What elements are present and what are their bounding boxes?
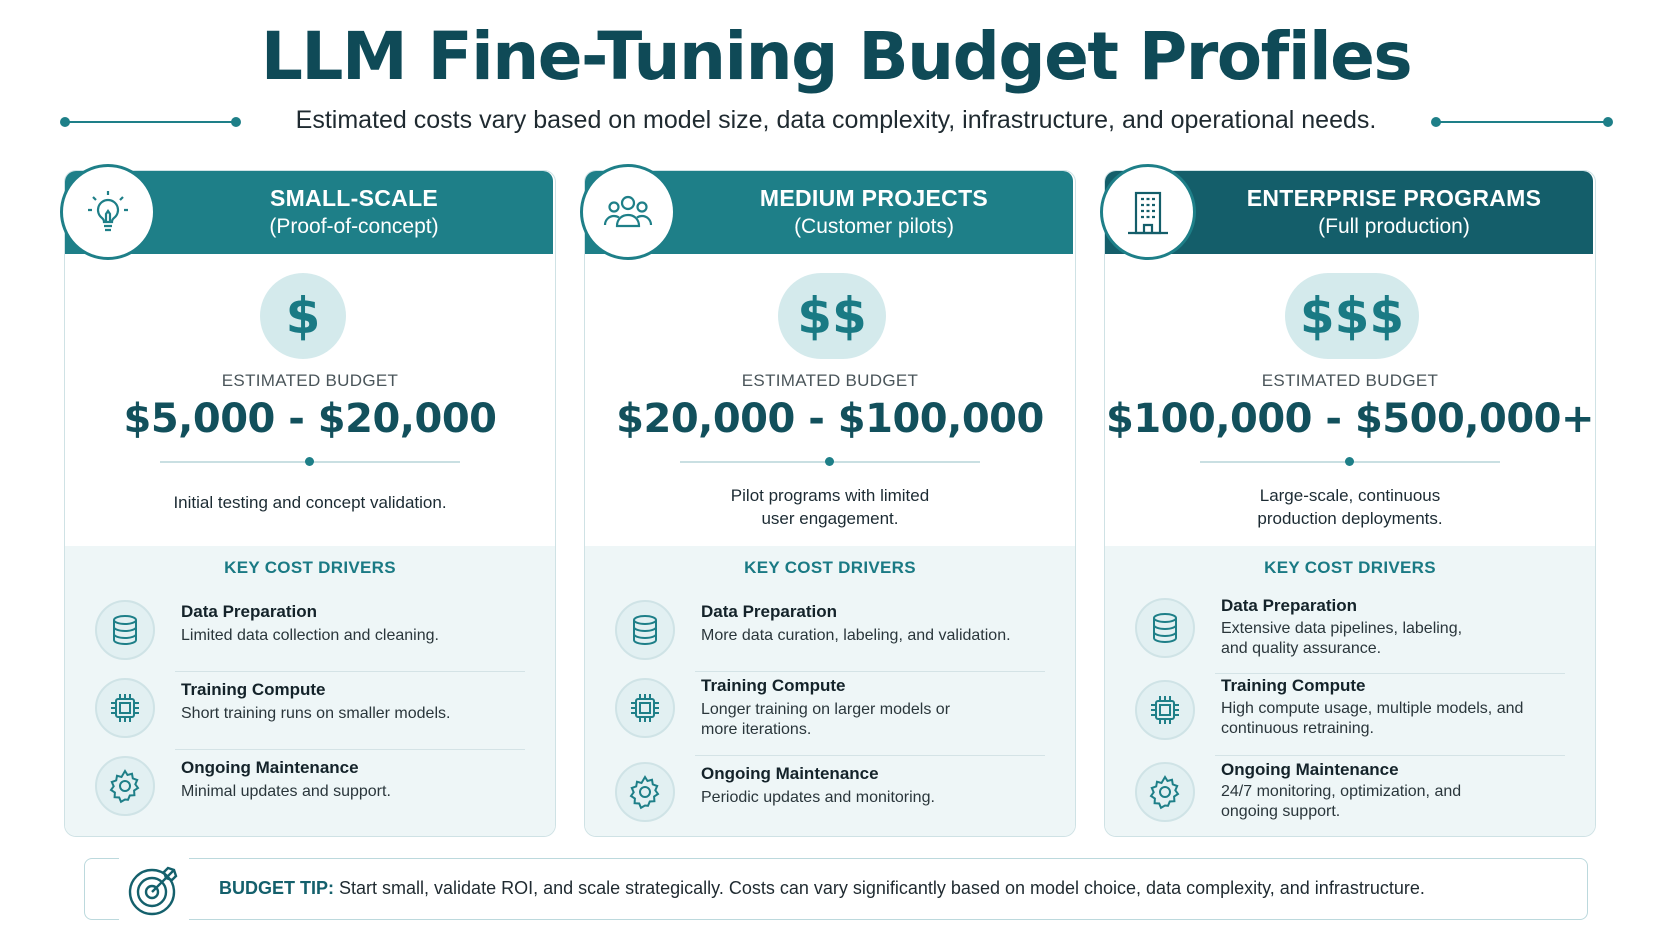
separator xyxy=(695,755,1045,756)
budget-label: ESTIMATED BUDGET xyxy=(1261,371,1439,390)
driver-name: Data Preparation xyxy=(701,602,838,621)
card-subtitle: (Full production) xyxy=(1318,215,1470,238)
driver-name: Data Preparation xyxy=(1221,596,1358,615)
cpu-chip-icon xyxy=(1135,680,1195,740)
subtitle-row: Estimated costs vary based on model size… xyxy=(0,106,1672,136)
drivers-title: KEY COST DRIVERS xyxy=(744,558,916,577)
database-icon xyxy=(615,600,675,660)
budget-label: ESTIMATED BUDGET xyxy=(741,371,919,390)
divider-dot xyxy=(1431,117,1441,127)
budget-symbol: $$ xyxy=(778,273,886,359)
card-description: Pilot programs with limited user engagem… xyxy=(730,486,930,528)
driver-description: More data curation, labeling, and valida… xyxy=(701,627,1011,644)
driver-description: Short training runs on smaller models. xyxy=(181,705,451,722)
page-title: LLM Fine-Tuning Budget Profiles xyxy=(260,18,1413,95)
driver-name: Ongoing Maintenance xyxy=(1221,760,1399,779)
cost-drivers: KEY COST DRIVERS Data Preparation More d… xyxy=(585,546,1075,836)
driver-name: Training Compute xyxy=(1221,676,1366,695)
budget-range: $20,000 - $100,000 xyxy=(616,396,1044,442)
driver-name: Ongoing Maintenance xyxy=(701,764,879,783)
driver-item: Data Preparation More data curation, lab… xyxy=(615,596,1045,672)
divider-dot xyxy=(231,117,241,127)
driver-item: Training Compute High compute usage, mul… xyxy=(1135,676,1565,756)
divider-dot xyxy=(60,117,70,127)
target-icon xyxy=(119,855,189,925)
driver-item: Data Preparation Extensive data pipeline… xyxy=(1135,594,1565,674)
divider-dot xyxy=(1345,457,1354,466)
card-description: Large-scale, continuous production deplo… xyxy=(1257,486,1443,528)
tip-label: BUDGET TIP: xyxy=(219,878,334,898)
divider-dot xyxy=(1603,117,1613,127)
separator xyxy=(1215,673,1565,674)
driver-item: Ongoing Maintenance Minimal updates and … xyxy=(95,752,525,828)
budget-card-small: SMALL-SCALE (Proof-of-concept) $ ESTIMAT… xyxy=(64,170,556,837)
database-icon xyxy=(1135,598,1195,658)
driver-description: Longer training on larger models or more… xyxy=(701,701,951,738)
card-title: SMALL-SCALE xyxy=(269,185,439,211)
budget-card-enterprise: ENTERPRISE PROGRAMS (Full production) $$… xyxy=(1104,170,1596,837)
driver-item: Data Preparation Limited data collection… xyxy=(95,596,525,672)
driver-name: Training Compute xyxy=(181,680,326,699)
budget-card-medium: MEDIUM PROJECTS (Customer pilots) $$ EST… xyxy=(584,170,1076,837)
driver-description: High compute usage, multiple models, and… xyxy=(1221,700,1524,737)
divider-dot xyxy=(305,457,314,466)
budget-symbol: $$$ xyxy=(1285,273,1419,359)
database-icon xyxy=(95,600,155,660)
driver-item: Ongoing Maintenance Periodic updates and… xyxy=(615,758,1045,834)
budget-tip: BUDGET TIP: Start small, validate ROI, a… xyxy=(84,855,1588,925)
driver-item: Training Compute Short training runs on … xyxy=(95,674,525,750)
divider-dot xyxy=(825,457,834,466)
page-subtitle: Estimated costs vary based on model size… xyxy=(295,106,1377,134)
driver-description: Limited data collection and cleaning. xyxy=(181,627,439,644)
separator xyxy=(175,671,525,672)
cost-drivers: KEY COST DRIVERS Data Preparation Limite… xyxy=(65,546,555,836)
driver-description: Minimal updates and support. xyxy=(181,783,391,800)
divider-line-right xyxy=(1436,121,1608,123)
card-description: Initial testing and concept validation. xyxy=(173,493,447,512)
driver-description: 24/7 monitoring, optimization, and ongoi… xyxy=(1221,783,1462,820)
tip-body: Start small, validate ROI, and scale str… xyxy=(339,878,1425,898)
cpu-chip-icon xyxy=(615,678,675,738)
cpu-chip-icon xyxy=(95,678,155,738)
lightbulb-icon xyxy=(60,164,156,260)
budget-symbol: $ xyxy=(260,273,346,359)
gear-icon xyxy=(615,762,675,822)
driver-description: Periodic updates and monitoring. xyxy=(701,789,935,806)
gear-icon xyxy=(95,756,155,816)
budget-range: $5,000 - $20,000 xyxy=(123,396,498,442)
card-title: MEDIUM PROJECTS xyxy=(759,185,989,211)
driver-name: Training Compute xyxy=(701,676,846,695)
driver-item: Training Compute Longer training on larg… xyxy=(615,674,1045,756)
card-title: ENTERPRISE PROGRAMS xyxy=(1246,185,1542,211)
budget-label: ESTIMATED BUDGET xyxy=(221,371,399,390)
drivers-title: KEY COST DRIVERS xyxy=(1264,558,1436,577)
separator xyxy=(1215,755,1565,756)
card-subtitle: (Customer pilots) xyxy=(794,215,954,238)
budget-range: $100,000 - $500,000+ xyxy=(1105,396,1595,442)
tip-text: BUDGET TIP: Start small, validate ROI, a… xyxy=(219,878,1425,899)
gear-icon xyxy=(1135,762,1195,822)
drivers-title: KEY COST DRIVERS xyxy=(224,558,396,577)
driver-item: Ongoing Maintenance 24/7 monitoring, opt… xyxy=(1135,758,1565,834)
driver-name: Data Preparation xyxy=(181,602,318,621)
driver-description: Extensive data pipelines, labeling, and … xyxy=(1221,620,1463,657)
separator xyxy=(175,749,525,750)
separator xyxy=(695,671,1045,672)
card-subtitle: (Proof-of-concept) xyxy=(269,215,439,238)
cost-drivers: KEY COST DRIVERS Data Preparation Extens… xyxy=(1105,546,1595,836)
users-group-icon xyxy=(580,164,676,260)
building-icon xyxy=(1100,164,1196,260)
driver-name: Ongoing Maintenance xyxy=(181,758,359,777)
divider-line-left xyxy=(64,121,236,123)
